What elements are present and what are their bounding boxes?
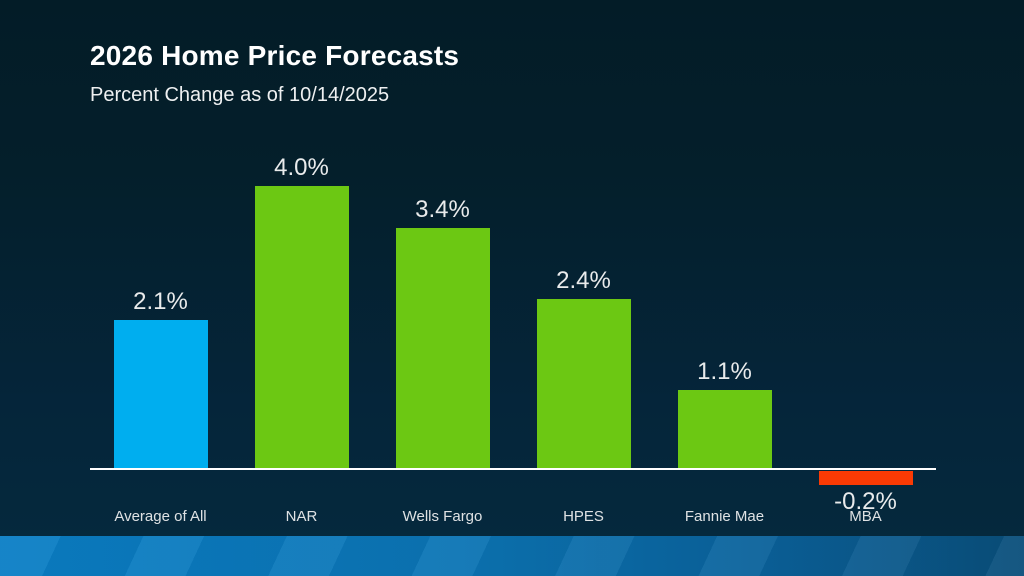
bar-average-of-all bbox=[113, 319, 208, 468]
footer-accent-bar bbox=[0, 536, 1024, 576]
page-title: 2026 Home Price Forecasts bbox=[90, 40, 460, 71]
category-label-fannie-mae: Fannie Mae bbox=[684, 508, 765, 525]
value-label-nar: 4.0% bbox=[274, 154, 329, 181]
page-subtitle: Percent Change as of 10/14/2025 bbox=[90, 84, 390, 106]
category-label-average-of-all: Average of All bbox=[114, 508, 207, 525]
bar-hpes bbox=[536, 298, 631, 468]
bar-mba bbox=[818, 471, 913, 486]
category-label-nar: NAR bbox=[285, 508, 318, 525]
category-label-mba: MBA bbox=[849, 508, 882, 525]
bar-chart: 2.1% Average of All 4.0% NAR 3.4% Wells Fargo… bbox=[90, 0, 936, 576]
x-axis-line bbox=[90, 468, 936, 470]
bar-wells-fargo bbox=[395, 228, 490, 468]
value-label-average-of-all: 2.1% bbox=[133, 287, 188, 315]
value-label-mba: -0.2% bbox=[834, 488, 897, 516]
value-label-fannie-mae: 1.1% bbox=[697, 358, 752, 386]
category-label-hpes: HPES bbox=[563, 508, 604, 525]
value-label-hpes: 2.4% bbox=[556, 266, 611, 294]
value-label-wells-fargo: 3.4% bbox=[415, 196, 470, 224]
bar-nar bbox=[254, 186, 349, 468]
category-label-wells-fargo: Wells Fargo bbox=[402, 508, 483, 525]
bar-fannie-mae bbox=[677, 390, 772, 468]
